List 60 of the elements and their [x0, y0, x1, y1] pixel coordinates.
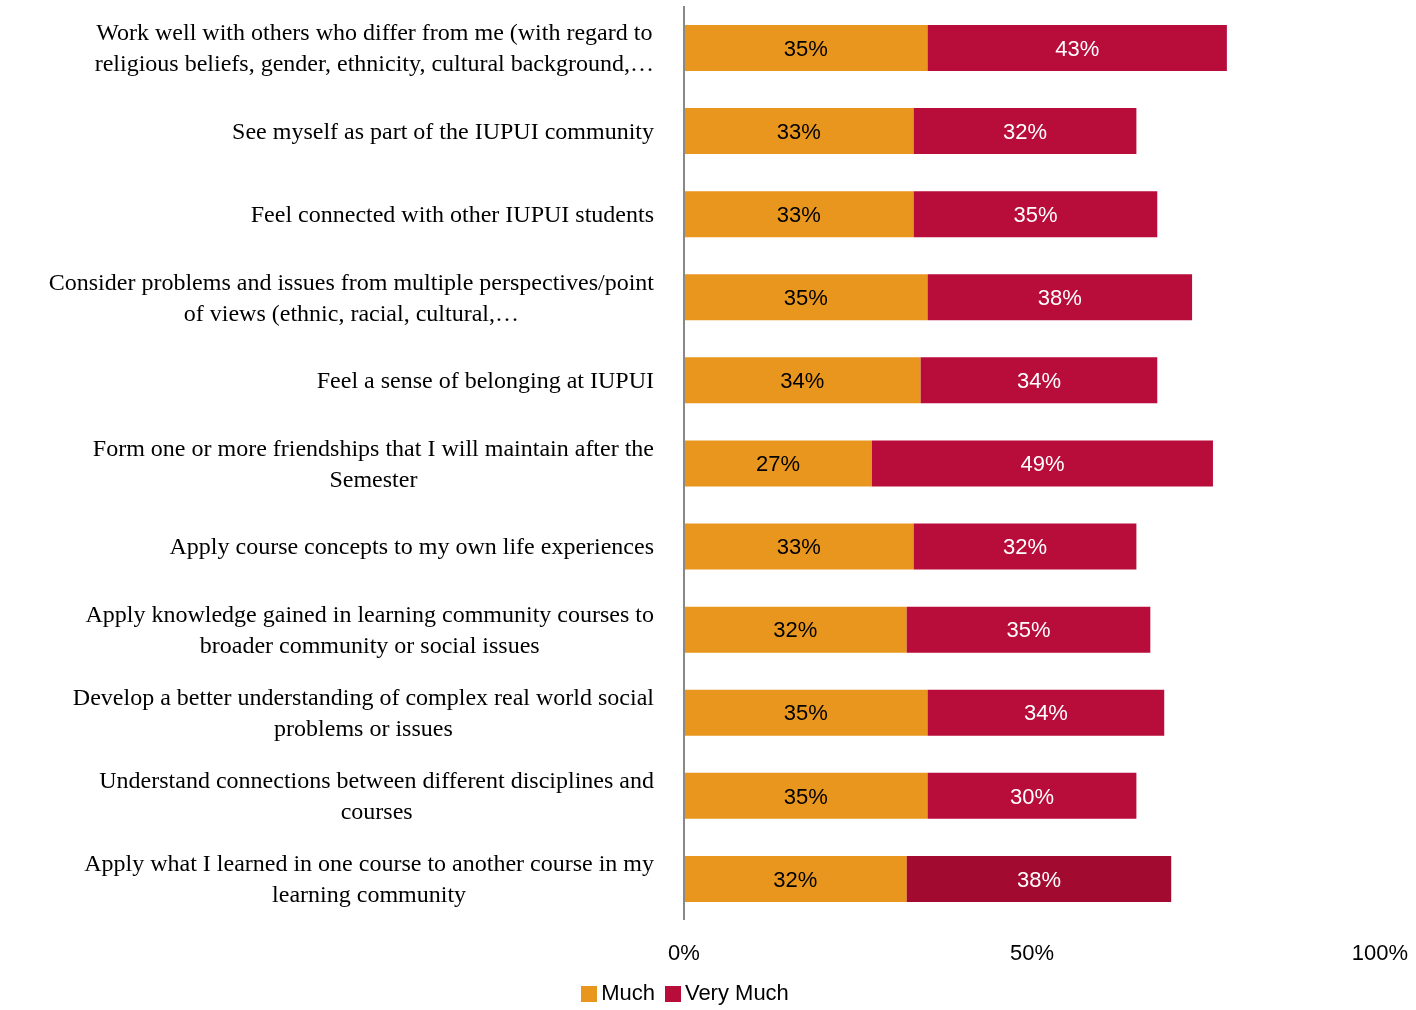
bar: [684, 357, 921, 404]
data-label: 34%: [780, 368, 825, 394]
data-label: 35%: [1006, 617, 1051, 643]
bar: [920, 357, 1158, 404]
bar: [906, 855, 1172, 902]
y-tick-label: See myself as part of the IUPUI community: [232, 118, 655, 145]
data-label: 32%: [773, 866, 818, 892]
bar: [913, 523, 1137, 570]
data-label: 27%: [755, 451, 800, 477]
x-tick-label: 0%: [668, 939, 700, 965]
data-label: 35%: [783, 700, 828, 726]
data-label: 32%: [773, 617, 818, 643]
x-tick-label: 50%: [1009, 939, 1055, 965]
bar: [684, 274, 928, 321]
data-label: 35%: [1013, 201, 1058, 227]
y-tick-label: Consider problems and issues from multiple perspectives/point of views (ethnic, racial, cultural,…: [48, 268, 655, 326]
bar: [684, 523, 914, 570]
y-tick-label: Work well with others who differ from me (with regard to religious beliefs, gender, ethnicity, cultural background,…: [94, 19, 654, 77]
y-tick-label: Apply knowledge gained in learning community courses to broader community or social issues: [85, 601, 654, 659]
data-label: 32%: [1003, 118, 1048, 144]
bar: [684, 855, 907, 902]
bar: [927, 25, 1227, 71]
data-label: 43%: [1055, 35, 1100, 61]
bar: [684, 191, 914, 238]
data-label: 30%: [1009, 783, 1055, 809]
bar: [684, 772, 928, 819]
bar: [927, 274, 1193, 321]
y-tick-label: Develop a better understanding of complex real world social problems or issues: [72, 684, 655, 742]
bar: [684, 440, 872, 487]
bar: [684, 606, 907, 653]
y-tick-label: Apply what I learned in one course to another course in my learning community: [84, 850, 654, 908]
data-label: 34%: [1023, 700, 1068, 726]
data-label: 33%: [776, 118, 821, 144]
data-label: 35%: [783, 284, 828, 310]
y-tick-label: Understand connections between different disciplines and courses: [99, 767, 654, 825]
data-label: 32%: [1003, 534, 1048, 560]
data-label: 49%: [1020, 451, 1065, 477]
y-tick-label: Feel connected with other IUPUI students: [250, 201, 654, 228]
bar: [684, 25, 928, 71]
x-tick-label: 100%: [1351, 939, 1409, 965]
y-tick-label: Form one or more friendships that I will maintain after the Semester: [92, 434, 654, 492]
data-label: 35%: [783, 35, 828, 61]
bar: [684, 108, 914, 155]
data-label: 35%: [783, 783, 828, 809]
data-label: 33%: [776, 534, 821, 560]
y-tick-label: Feel a sense of belonging at IUPUI: [316, 367, 655, 394]
legend-label: Much: [601, 980, 655, 1005]
bar: [906, 606, 1151, 653]
data-label: 33%: [776, 201, 821, 227]
data-label: 38%: [1016, 866, 1061, 892]
y-tick-label: Apply course concepts to my own life experiences: [169, 533, 654, 560]
bar: [871, 440, 1213, 487]
bar: [684, 689, 928, 736]
legend-label: Very Much: [684, 980, 789, 1005]
bar: [927, 689, 1165, 736]
bar: [927, 772, 1137, 819]
bar: [913, 108, 1137, 155]
data-label: 38%: [1037, 284, 1082, 310]
bar: [913, 191, 1158, 238]
data-label: 34%: [1016, 368, 1061, 394]
